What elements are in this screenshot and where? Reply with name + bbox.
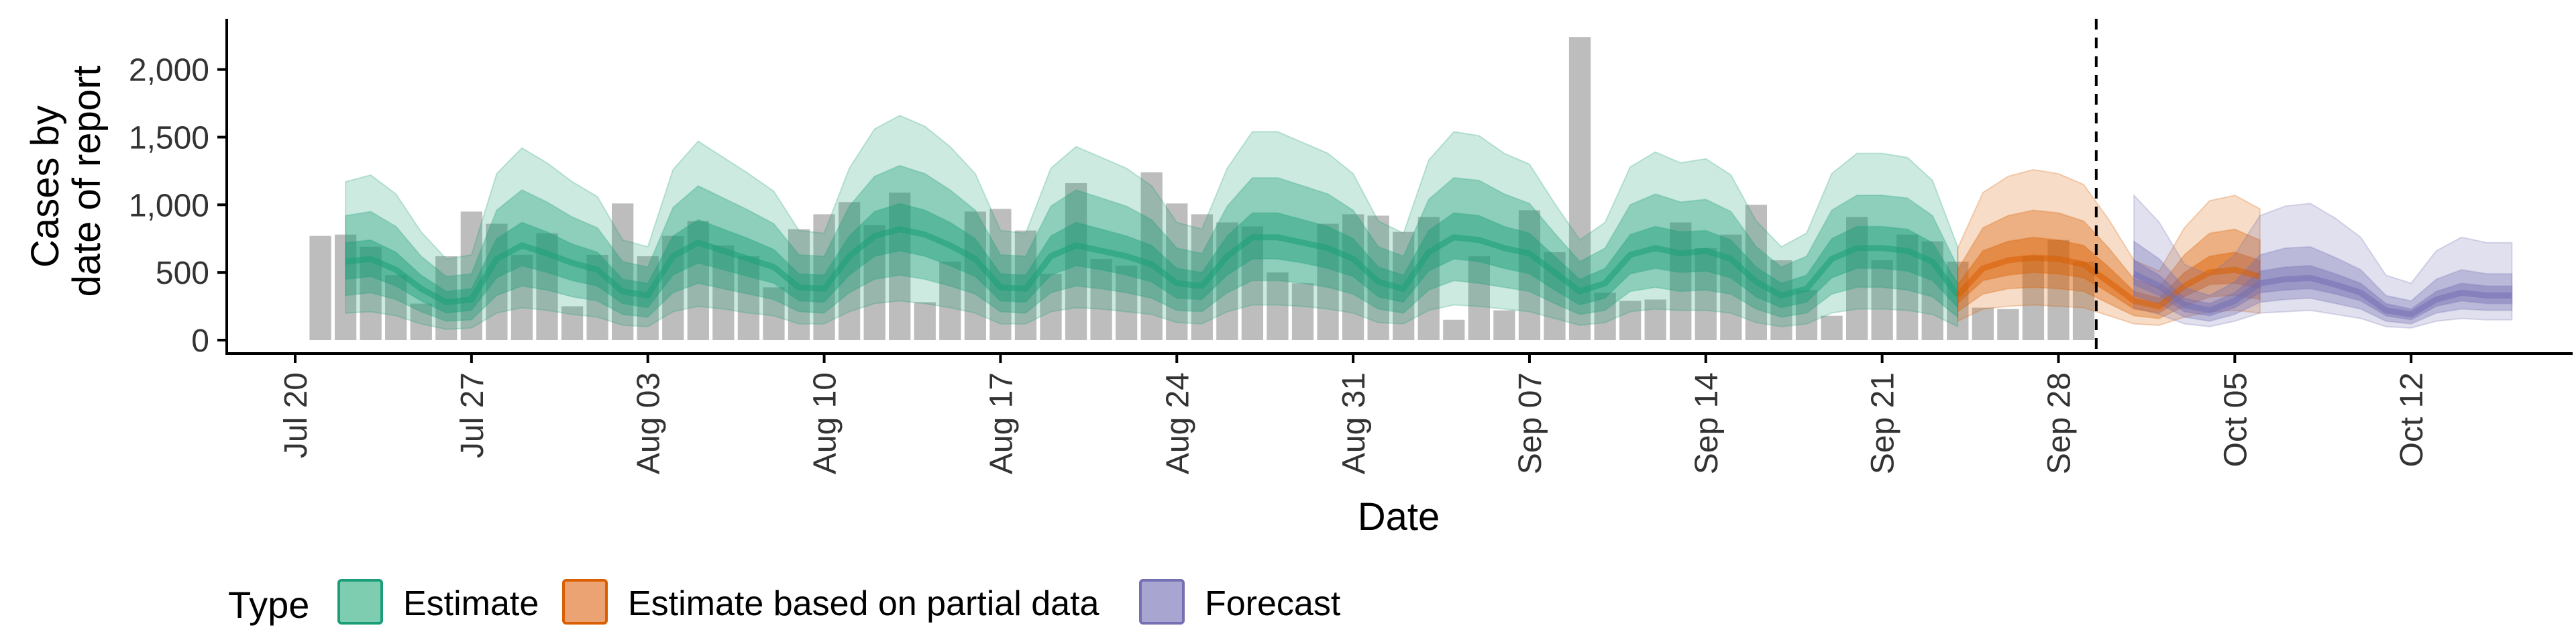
x-tick-label: Oct 12 <box>2394 372 2430 467</box>
bar-sep-15 <box>1720 234 1742 340</box>
x-axis-title: Date <box>1358 495 1440 539</box>
bar-aug-07 <box>737 256 760 340</box>
y-tick-label: 500 <box>156 256 209 291</box>
legend-label-estimate-based-on-partial-data: Estimate based on partial data <box>628 584 1099 623</box>
bar-sep-04 <box>1443 319 1465 340</box>
legend-label-estimate: Estimate <box>403 584 539 623</box>
x-axis: Jul 20 Jul 27 Aug 03 Aug 10 Aug 17 Aug 24 Aug … <box>278 354 2430 474</box>
y-axis: 0 500 1,000 1,500 2,000 <box>129 53 227 359</box>
bar-aug-06 <box>712 245 735 340</box>
bar-sep-14 <box>1695 248 1717 340</box>
x-tick-label: Aug 31 <box>1336 372 1372 474</box>
bar-jul-31 <box>561 306 584 340</box>
y-tick-label: 1,500 <box>129 120 209 156</box>
bar-aug-26 <box>1216 222 1238 340</box>
estimate-median-lines <box>345 226 2512 318</box>
bar-aug-31 <box>1342 214 1364 340</box>
estimate-based-on-partial-data-median-line <box>1955 254 2261 310</box>
bar-aug-02 <box>612 203 634 340</box>
bar-sep-05 <box>1468 256 1490 340</box>
x-tick-label: Sep 14 <box>1689 372 1725 474</box>
bar-sep-13 <box>1670 222 1692 340</box>
bar-jul-22 <box>334 234 357 340</box>
bar-jul-24 <box>385 275 407 340</box>
x-tick-label: Sep 28 <box>2042 372 2078 474</box>
forecast-median-line <box>2133 271 2512 318</box>
bar-aug-20 <box>1065 183 1087 340</box>
estimate-ribbons <box>345 115 2513 330</box>
bar-sep-19 <box>1821 315 1843 340</box>
bar-sep-26 <box>1997 309 2019 340</box>
bar-sep-25 <box>1972 307 1994 340</box>
bar-aug-28 <box>1267 272 1289 340</box>
y-axis-title: Cases by date of report <box>23 66 109 297</box>
bar-aug-08 <box>763 287 785 340</box>
bar-sep-29 <box>2072 262 2095 340</box>
x-tick-label: Aug 03 <box>631 372 667 474</box>
y-tick-label: 2,000 <box>129 53 209 89</box>
bar-aug-21 <box>1090 258 1112 340</box>
legend-label-forecast: Forecast <box>1205 584 1341 623</box>
legend-swatch-estimate <box>337 579 383 625</box>
bar-sep-07 <box>1518 210 1541 340</box>
bar-jul-28 <box>486 223 508 340</box>
legend-title: Type <box>228 584 309 626</box>
forecast-band-3 <box>2133 193 2513 329</box>
bar-sep-11 <box>1619 301 1642 340</box>
bar-aug-24 <box>1166 203 1188 340</box>
y-tick-label: 0 <box>191 323 209 359</box>
bar-sep-03 <box>1417 217 1440 340</box>
bar-aug-23 <box>1140 172 1163 340</box>
bar-aug-11 <box>838 202 861 340</box>
bar-sep-06 <box>1493 310 1515 340</box>
bar-aug-13 <box>889 193 911 340</box>
bar-aug-16 <box>964 211 986 340</box>
x-tick-label: Aug 24 <box>1160 372 1195 474</box>
legend-items: Estimate Estimate based on partial data Fo… <box>337 579 1341 625</box>
bar-jul-25 <box>410 303 432 340</box>
bar-sep-10 <box>1594 292 1616 340</box>
y-axis-title-line-1: Cases by <box>23 105 67 268</box>
x-tick-label: Oct 05 <box>2218 372 2253 467</box>
bar-jul-21 <box>309 235 331 340</box>
estimate-band-2 <box>345 164 1959 322</box>
bar-aug-22 <box>1116 266 1138 340</box>
x-tick-label: Aug 10 <box>808 372 843 474</box>
x-tick-label: Sep 07 <box>1513 372 1548 474</box>
x-tick-label: Aug 17 <box>983 372 1019 474</box>
bar-sep-20 <box>1845 217 1868 340</box>
bar-jul-29 <box>511 254 533 340</box>
x-tick-label: Sep 21 <box>1866 372 1901 474</box>
x-tick-label: Jul 27 <box>455 372 490 458</box>
bar-aug-14 <box>914 302 936 340</box>
bar-jul-27 <box>460 211 482 340</box>
bar-aug-30 <box>1317 223 1339 340</box>
bar-sep-24 <box>1947 262 1969 340</box>
bar-sep-21 <box>1871 260 1893 340</box>
bar-sep-17 <box>1770 260 1792 340</box>
bar-sep-12 <box>1644 299 1666 340</box>
x-tick-label: Jul 20 <box>278 372 314 458</box>
bar-sep-27 <box>2022 256 2045 340</box>
estimate-based-on-partial-data-band-2 <box>1957 209 2261 319</box>
reported-cases-bars <box>309 37 2095 341</box>
legend: Type Estimate Estimate based on partial d… <box>228 579 1341 626</box>
bar-aug-29 <box>1291 283 1314 340</box>
legend-swatch-forecast <box>1139 579 1185 625</box>
legend-swatch-estimate-based-on-partial-data <box>562 579 608 625</box>
bar-sep-18 <box>1795 290 1818 340</box>
estimate-median-line <box>345 226 1960 306</box>
bar-aug-19 <box>1040 274 1062 340</box>
estimate-band-1 <box>345 203 1959 314</box>
bar-aug-17 <box>989 209 1012 340</box>
y-axis-title-line-2: date of report <box>65 66 109 297</box>
bar-aug-15 <box>939 262 961 340</box>
y-tick-label: 1,000 <box>129 188 209 223</box>
